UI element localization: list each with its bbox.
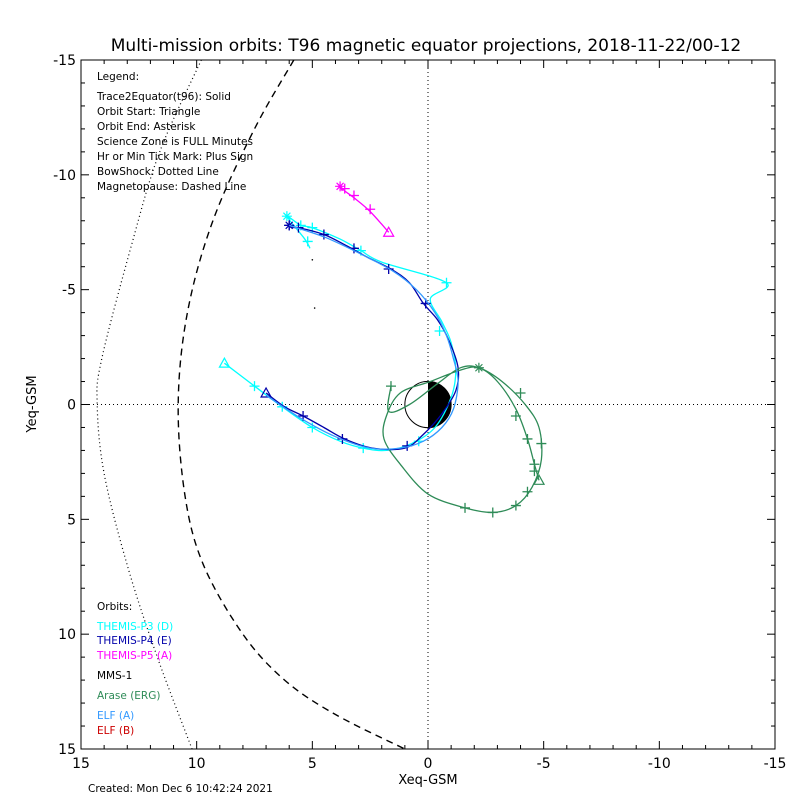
earth-night-side [428, 381, 452, 428]
tick-mark [358, 443, 369, 454]
series-arase-erg [382, 362, 547, 518]
boundaries [96, 60, 406, 749]
tick-mark [460, 502, 471, 513]
x-axis-label: Xeq-GSM [398, 773, 457, 788]
magnetopause-line [177, 60, 406, 749]
orbit-start-marker [218, 356, 231, 368]
tick-mark [536, 438, 547, 449]
y-tick-label: -5 [62, 283, 76, 299]
orbit-end-marker [473, 362, 484, 373]
tick-mark [441, 277, 452, 288]
tick-mark [249, 381, 260, 392]
tick-mark [510, 410, 521, 421]
orbit-start-marker [382, 226, 395, 237]
y-axis-label: Yeq-GSM [25, 375, 40, 433]
x-tick-label: 0 [424, 756, 433, 772]
orbits-legend-title: Orbits: [97, 601, 132, 613]
orbit-label-arase: Arase (ERG) [97, 690, 160, 702]
legend-line: Magnetopause: Dashed Line [97, 181, 246, 193]
tick-mark [385, 381, 396, 392]
orbit-end-marker [284, 220, 295, 231]
tick-mark [515, 388, 526, 399]
legend: Legend: Trace2Equator(t96): Solid Orbit … [96, 71, 253, 193]
tick-mark [365, 204, 376, 215]
y-tick-label: 0 [67, 398, 76, 414]
legend-line: Orbit Start: Triangle [97, 106, 200, 118]
orbit-end-marker [281, 211, 292, 222]
orbit-start-marker [260, 386, 273, 398]
orbit-end-marker [335, 181, 346, 192]
tick-mark [522, 486, 533, 497]
tick-mark [318, 229, 329, 240]
legend-line: Orbit End: Asterisk [97, 121, 196, 133]
series-elf-a [265, 224, 459, 450]
chart-title: Multi-mission orbits: T96 magnetic equat… [111, 36, 742, 56]
orbit-label-themis-p5: THEMIS-P5 (A) [96, 650, 172, 662]
y-tick-label: -15 [53, 53, 76, 69]
tick-mark [487, 507, 498, 518]
y-tick-label: 10 [58, 627, 76, 643]
tick-mark [348, 190, 359, 201]
orbit-label-elf-b: ELF (B) [97, 725, 134, 737]
x-tick-label: 10 [188, 756, 206, 772]
x-tick-label: -10 [648, 756, 671, 772]
orbit-line [265, 224, 460, 451]
orbit-label-themis-p3: THEMIS-P3 (D) [96, 621, 173, 633]
x-tick-label: -15 [764, 756, 787, 772]
orbit-label-themis-p4: THEMIS-P4 (E) [96, 635, 172, 647]
orbit-series [218, 181, 547, 518]
tick-mark [510, 500, 521, 511]
orbit-label-mms-1: MMS-1 [97, 670, 132, 682]
orbit-label-elf-a: ELF (A) [97, 710, 134, 722]
legend-line: BowShock: Dotted Line [97, 166, 219, 178]
y-tick-label: 15 [58, 742, 76, 758]
x-tick-label: 15 [72, 756, 90, 772]
orbit-line [265, 224, 459, 450]
series-themis-p5-a [335, 181, 395, 237]
earth [404, 380, 452, 429]
legend-line: Trace2Equator(t96): Solid [96, 91, 231, 103]
y-tick-label: 5 [67, 512, 76, 528]
x-tick-label: 5 [308, 756, 317, 772]
x-tick-label: -5 [537, 756, 551, 772]
tick-mark [302, 236, 313, 247]
tick-mark [339, 183, 350, 194]
y-tick-label: -10 [53, 168, 76, 184]
stray-point [311, 259, 314, 261]
legend-line: Science Zone is FULL Minutes [97, 136, 253, 148]
legend-title: Legend: [97, 71, 139, 83]
orbits-legend: Orbits: THEMIS-P3 (D) THEMIS-P4 (E) THEM… [96, 601, 173, 737]
orbit-start-marker [533, 474, 546, 485]
legend-line: Hr or Min Tick Mark: Plus Sign [97, 151, 253, 163]
tick-mark [434, 326, 445, 337]
stray-point [313, 307, 316, 309]
tick-mark [529, 466, 540, 477]
created-footer: Created: Mon Dec 6 10:42:24 2021 [88, 783, 273, 795]
tick-mark [522, 433, 533, 444]
